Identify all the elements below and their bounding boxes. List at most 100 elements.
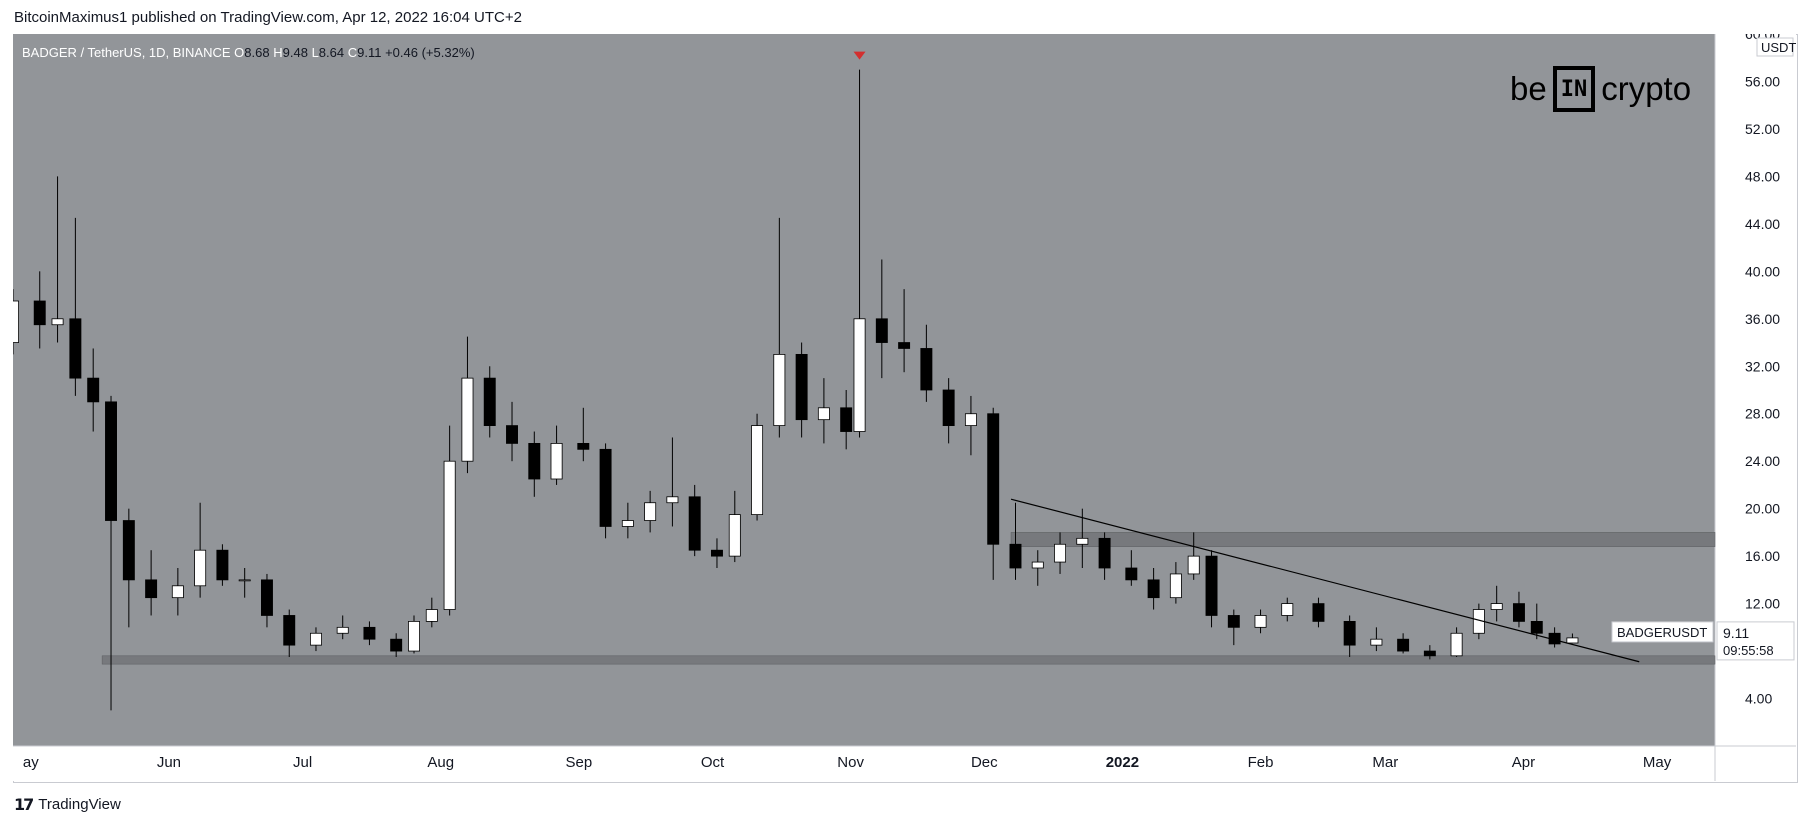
candle-body: [1205, 555, 1218, 616]
close-value: 9.11: [357, 45, 382, 60]
y-tick-label: 28.00: [1745, 406, 1780, 422]
candle-body: [506, 425, 518, 444]
candle-body: [105, 401, 117, 521]
candle-body: [1147, 579, 1160, 599]
candle-body: [688, 496, 701, 551]
candle-body: [840, 407, 853, 432]
candle-body: [1423, 650, 1436, 657]
x-tick-label: Oct: [701, 754, 725, 771]
candle-body: [1312, 603, 1325, 622]
candle-body: [145, 579, 158, 599]
candle-body: [666, 496, 679, 504]
candle-body: [13, 300, 19, 343]
candle-body: [853, 318, 866, 432]
time-axis: [13, 746, 1715, 781]
candle-body: [528, 442, 541, 480]
open-value: 8.68: [244, 45, 270, 60]
candle-body: [1490, 603, 1503, 610]
brand-part3: crypto: [1601, 70, 1692, 107]
candle-body: [1450, 632, 1463, 657]
horizontal-zone: [1010, 532, 1716, 547]
beincrypto-logo: be IN crypto: [1510, 64, 1691, 114]
y-tick-label: 48.00: [1745, 168, 1780, 184]
x-tick-label: Aug: [427, 754, 454, 771]
symbol-legend: BADGER / TetherUS, 1D, BINANCE O8.68 H9.…: [22, 45, 475, 60]
current-price-value: 9.11: [1723, 625, 1749, 641]
candle-body: [483, 377, 496, 426]
candle-body: [238, 579, 251, 582]
candle-body: [795, 353, 808, 421]
unit-badge: [1756, 37, 1794, 57]
candle-body: [260, 579, 273, 616]
candle-body: [336, 626, 349, 634]
x-tick-label: Jun: [157, 754, 181, 771]
bar-countdown: 09:55:58: [1723, 643, 1774, 658]
candle-body: [920, 348, 933, 391]
candle-body: [122, 520, 135, 581]
candle-body: [599, 448, 612, 527]
candle-body: [443, 460, 456, 610]
candle-body: [550, 442, 563, 480]
y-axis-unit: USDT: [1761, 40, 1796, 55]
candle-body: [408, 621, 420, 652]
candle-body: [1125, 567, 1138, 581]
low-label: L: [311, 45, 319, 60]
open-label: O: [234, 45, 245, 60]
candle-body: [1370, 638, 1383, 646]
candle-body: [1054, 543, 1067, 563]
candle-body: [1031, 561, 1044, 569]
candle-body: [987, 413, 1000, 545]
tradingview-logo[interactable]: 17 TradingView: [14, 794, 121, 814]
candle-body: [1098, 537, 1111, 569]
candle-body: [728, 514, 741, 557]
candle-body: [425, 609, 438, 622]
x-tick-label: May: [1643, 754, 1672, 771]
change-value: +0.46 (+5.32%): [385, 45, 475, 60]
candle-body: [33, 300, 46, 326]
y-tick-label: 36.00: [1745, 311, 1780, 327]
candle-body: [390, 638, 403, 652]
candle-body: [817, 407, 830, 421]
x-tick-label: Nov: [837, 754, 864, 771]
x-tick-label: Dec: [971, 754, 998, 771]
candle-body: [751, 425, 764, 516]
symbol-price-tag-label: BADGERUSDT: [1617, 625, 1707, 640]
candle-body: [51, 318, 64, 326]
candle-body: [461, 377, 474, 462]
x-tick-label: Mar: [1372, 754, 1398, 771]
y-tick-label: 40.00: [1745, 263, 1780, 279]
candle-body: [69, 318, 82, 379]
x-tick-label: Jul: [293, 754, 312, 771]
candle-body: [1169, 573, 1182, 599]
publish-info: BitcoinMaximus1 published on TradingView…: [14, 9, 522, 26]
close-label: C: [347, 45, 358, 60]
brand-part2: IN: [1552, 66, 1596, 112]
candle-body: [577, 442, 590, 450]
candle-body: [87, 377, 100, 403]
current-price-box: [1716, 621, 1795, 661]
candle-body: [964, 413, 977, 427]
x-tick-label: Feb: [1248, 754, 1274, 771]
candle-body: [644, 502, 657, 521]
candle-body: [283, 615, 296, 646]
y-tick-label: 12.00: [1745, 596, 1780, 612]
candle-body: [710, 549, 723, 557]
tradingview-wordmark: TradingView: [38, 795, 121, 813]
y-tick-label: 16.00: [1745, 548, 1780, 564]
candle-body: [1254, 615, 1267, 628]
y-tick-label: 20.00: [1745, 501, 1780, 517]
candle-body: [1512, 603, 1525, 622]
horizontal-zone: [101, 655, 1716, 665]
candle-body: [171, 585, 184, 599]
candle-body: [1076, 537, 1089, 545]
y-tick-label: 24.00: [1745, 453, 1780, 469]
candle-body: [773, 353, 786, 426]
candle-body: [1009, 543, 1022, 569]
price-chart[interactable]: 4.008.0012.0016.0020.0024.0028.0032.0036…: [13, 34, 1796, 781]
candle-body: [1566, 637, 1579, 644]
brand-part1: be: [1510, 70, 1547, 107]
low-value: 8.64: [318, 45, 345, 60]
candle-body: [621, 520, 634, 527]
top-marker: [853, 51, 866, 60]
high-label: H: [273, 45, 283, 60]
